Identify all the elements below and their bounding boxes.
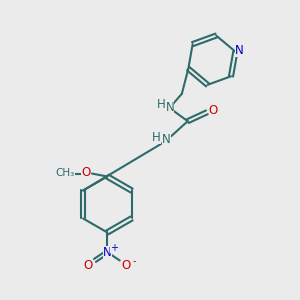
Text: N: N <box>162 133 171 146</box>
Text: N: N <box>103 246 112 259</box>
Text: O: O <box>83 259 92 272</box>
Text: N: N <box>235 44 243 57</box>
Text: O: O <box>209 104 218 117</box>
Text: H: H <box>157 98 166 111</box>
Text: N: N <box>166 101 174 114</box>
Text: CH₃: CH₃ <box>56 168 75 178</box>
Text: O: O <box>82 166 91 179</box>
Text: H: H <box>152 130 161 144</box>
Text: +: + <box>110 243 118 253</box>
Text: O: O <box>122 259 131 272</box>
Text: -: - <box>132 256 136 266</box>
